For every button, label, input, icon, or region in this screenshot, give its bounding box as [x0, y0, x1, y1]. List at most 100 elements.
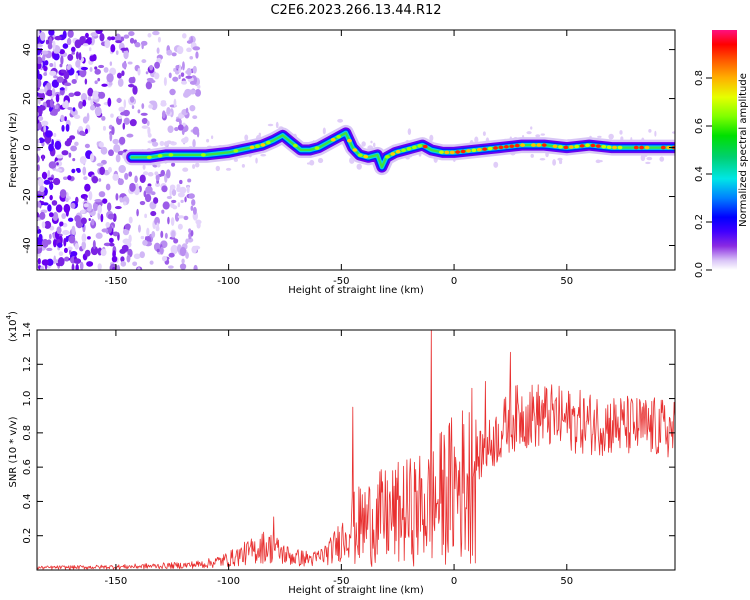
spectrogram-noise-blob — [173, 98, 177, 108]
spectrogram-noise-blob — [84, 128, 89, 135]
spectrogram-noise-blob — [59, 63, 63, 68]
spectrogram-noise-blob — [83, 176, 88, 181]
spectrogram-noise-blob — [37, 258, 41, 265]
spectrogram-noise-blob — [56, 226, 62, 235]
spectrogram-noise-blob — [174, 212, 180, 222]
spectrogram-noise-blob — [48, 161, 57, 169]
spectrogram-noise-blob — [82, 166, 87, 176]
spectrogram-noise-blob — [73, 114, 81, 119]
spectrogram-noise-blob — [97, 263, 102, 270]
spectrogram-noise-blob — [62, 43, 69, 49]
spectrogram-noise-blob — [182, 61, 185, 71]
spectrogram-halo-blob — [640, 154, 646, 162]
spectrogram-noise-blob — [66, 64, 71, 71]
spectrogram-noise-blob — [80, 209, 86, 214]
spectrogram-noise-blob — [195, 51, 199, 59]
spectrogram-noise-blob — [126, 254, 131, 263]
spectrogram-noise-blob — [58, 251, 64, 257]
spectrogram-noise-blob — [190, 205, 194, 211]
spectrogram-hot-spot — [558, 145, 563, 149]
spectrogram-noise-blob — [61, 150, 69, 156]
snr-x-label: Height of straight line (km) — [288, 585, 424, 596]
spectrogram-noise-blob — [79, 156, 87, 164]
spectrogram-noise-blob — [53, 255, 57, 265]
spectrogram-hot-spot — [595, 144, 601, 148]
spectrogram-hot-spot — [541, 143, 547, 147]
colorbar: 0.0 0.2 0.4 0.6 0.8 Normalized spectral ampl… — [694, 30, 749, 278]
spectrogram-noise-blob — [70, 250, 78, 257]
spectrogram-noise-blob — [92, 240, 96, 250]
spectrogram-noise-blob — [66, 37, 72, 46]
spectrogram-noise-blob — [90, 98, 94, 106]
spectrogram-halo-blob — [429, 134, 434, 142]
snr-x-tick-label: 50 — [560, 576, 573, 587]
spectrogram-noise-blob — [99, 33, 105, 42]
spectrogram-noise-blob — [192, 115, 198, 120]
spectrogram-hot-spot — [579, 144, 585, 148]
spectrogram-hot-spot — [666, 145, 672, 150]
spectrogram-hot-spot — [439, 150, 444, 154]
spectrogram-noise-blob — [90, 32, 98, 37]
spectrogram-noise-blob — [128, 216, 133, 224]
spectrogram-halo-blob — [595, 159, 601, 164]
spectrogram-noise-blob — [62, 229, 70, 236]
spectrogram-noise-blob — [41, 238, 49, 248]
spectrogram-noise-blob — [86, 112, 90, 122]
spectrogram-halo-blob — [539, 158, 546, 161]
spectrogram-noise-blob — [59, 189, 67, 198]
spectrogram-noise-blob — [41, 221, 46, 229]
spectrogram-noise-blob — [64, 140, 72, 147]
spectrogram-noise-blob — [90, 104, 96, 111]
spectrogram-noise-blob — [43, 124, 47, 133]
spectrogram-noise-blob — [54, 168, 63, 172]
spectrogram-noise-blob — [78, 52, 82, 61]
spectrogram-noise-blob — [118, 136, 126, 145]
spectrogram-noise-blob — [171, 52, 177, 57]
spectrogram-noise-blob — [129, 119, 137, 127]
spectrogram-noise-blob — [108, 237, 114, 244]
spectrogram-hot-spot — [644, 145, 650, 150]
spectrogram-noise-blob — [40, 31, 46, 41]
spectrogram-noise-blob — [185, 251, 189, 259]
spectrogram-noise-blob — [186, 67, 192, 76]
spectrogram-noise-blob — [41, 259, 49, 266]
spectrogram-noise-blob — [37, 228, 42, 234]
spectrogram-halo-blob — [672, 131, 675, 134]
spectrogram-noise-blob — [129, 182, 136, 192]
spectrogram-noise-blob — [47, 204, 52, 212]
spectrogram-noise-blob — [39, 185, 45, 193]
spectrogram-noise-blob — [115, 40, 122, 44]
spectrogram-noise-blob — [37, 78, 42, 88]
spectrogram-noise-blob — [65, 124, 70, 132]
spectrogram-hot-spot — [168, 153, 174, 157]
spectrogram-noise-blob — [164, 232, 168, 239]
spectrogram-noise-blob — [63, 247, 68, 254]
spectrogram-plot-area — [37, 30, 675, 270]
spectrogram-noise-blob — [153, 72, 160, 80]
spectrogram-noise-blob — [109, 61, 113, 66]
spectrogram-noise-blob — [109, 132, 113, 142]
spectrogram-noise-blob — [173, 238, 179, 244]
spectrogram-noise-blob — [95, 30, 103, 35]
spectrogram-noise-blob — [187, 237, 194, 243]
spectrogram-noise-blob — [65, 235, 69, 243]
spectrogram-noise-blob — [75, 51, 79, 60]
spectrogram-noise-blob — [141, 103, 145, 109]
spectrogram-noise-blob — [160, 230, 164, 239]
spectrogram-noise-blob — [120, 47, 128, 52]
spectrogram-noise-blob — [146, 227, 150, 237]
spectrogram-hot-spot — [487, 146, 493, 151]
spectrogram-x-label: Height of straight line (km) — [288, 285, 424, 296]
spectrogram-noise-blob — [137, 267, 141, 270]
snr-multiplier-text: (x10 — [8, 319, 19, 342]
spectrogram-noise-blob — [141, 117, 148, 125]
spectrogram-hot-spot — [590, 143, 596, 148]
spectrogram-noise-blob — [53, 133, 57, 138]
spectrogram-noise-blob — [156, 47, 160, 54]
spectrogram-noise-blob — [101, 116, 106, 121]
colorbar-label: Normalized spectral amplitude — [738, 73, 749, 227]
spectrogram-noise-blob — [83, 203, 89, 208]
spectrogram-noise-blob — [41, 120, 49, 126]
spectrogram-noise-blob — [60, 114, 65, 122]
